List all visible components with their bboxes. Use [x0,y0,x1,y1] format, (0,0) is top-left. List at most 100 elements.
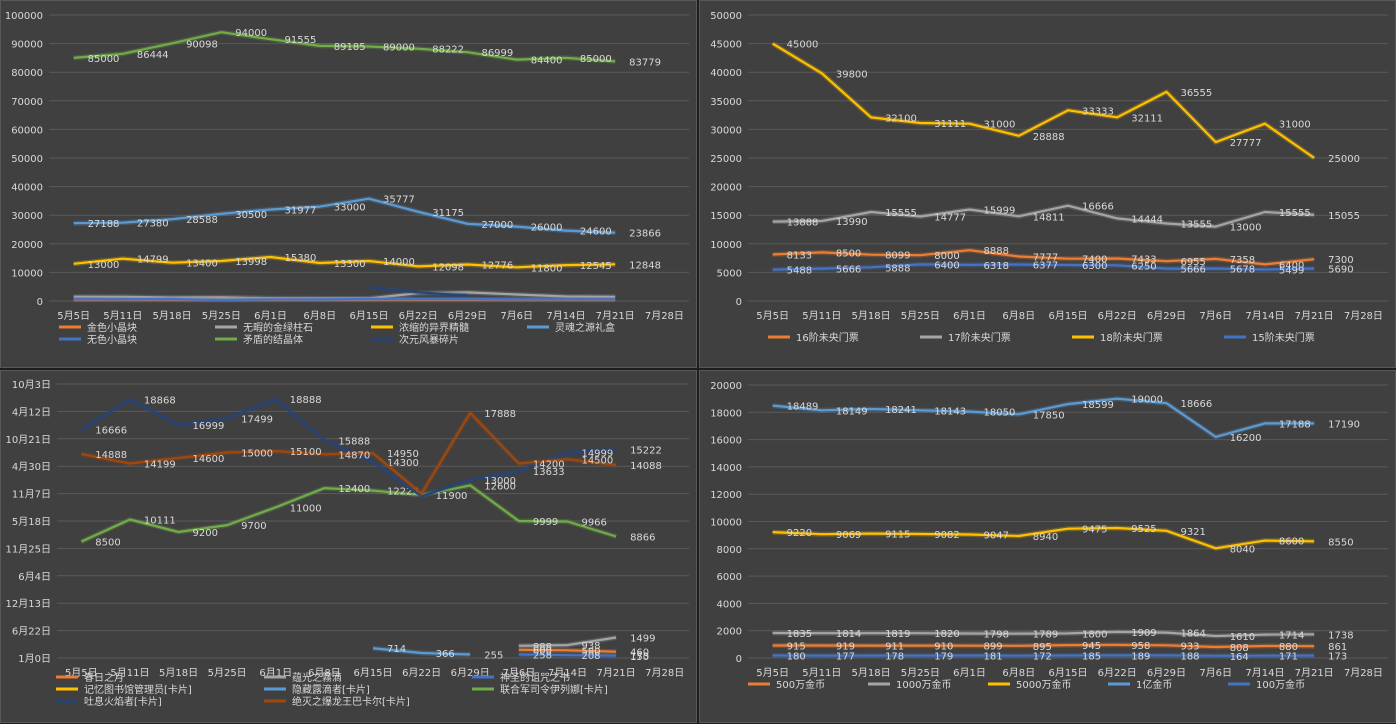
data-label: 8500 [836,248,861,259]
x-tick-label: 6月29日 [1147,310,1186,322]
data-label: 179 [934,652,953,663]
y-tick-label: 5月18日 [12,516,51,528]
data-label: 33333 [1082,106,1114,117]
y-tick-label: 16000 [710,436,742,447]
x-tick-label: 7月14日 [1245,310,1284,322]
data-label: 8940 [1033,532,1058,543]
data-label: 1789 [1033,630,1058,641]
data-label: 88222 [432,45,464,56]
data-label: 9082 [934,530,959,541]
legend-label: 蕴光之霧滴 [292,671,342,684]
legend-label: 记忆图书馆管理员[卡片] [84,683,192,696]
data-label: 31977 [285,206,317,217]
data-label: 23866 [629,229,661,240]
y-tick-label: 45000 [710,40,742,51]
data-label: 9321 [1180,527,1205,538]
data-label: 258 [533,650,552,661]
y-tick-label: 70000 [11,97,43,108]
x-tick-label: 7月28日 [1344,310,1383,322]
data-label: 164 [1230,652,1249,663]
data-label: 5666 [836,265,861,276]
data-label: 17850 [1033,410,1065,421]
data-label: 8866 [630,533,655,544]
data-label: 14870 [338,450,370,461]
legend-item: 17阶未央门票 [920,331,1011,344]
y-tick-label: 6月4日 [18,571,51,583]
data-label: 14000 [383,257,415,268]
legend-item: 500万金币 [748,678,825,691]
data-label: 180 [787,652,806,663]
x-tick-label: 6月22日 [399,310,438,322]
x-tick-label: 5月18日 [852,667,891,679]
legend-item: 18阶未央门票 [1072,331,1163,344]
y-tick-label: 10000 [11,268,43,279]
data-label: 5888 [885,263,910,274]
x-tick-label: 5月25日 [202,310,241,322]
x-tick-label: 6月15日 [353,667,392,679]
data-label: 1610 [1230,632,1255,643]
x-tick-label: 7月28日 [645,667,684,679]
data-label: 8040 [1230,544,1255,555]
x-tick-label: 7月6日 [1199,310,1232,322]
data-label: 12545 [580,261,612,272]
data-label: 27777 [1230,138,1262,149]
data-label: 18149 [836,406,868,417]
data-label: 8550 [1328,537,1353,548]
line-chart-materials: 0100002000030000400005000060000700008000… [1,1,698,369]
y-tick-label: 2000 [717,627,742,638]
y-tick-label: 50000 [11,154,43,165]
data-label: 15000 [241,449,273,460]
legend-item: 记忆图书馆管理员[卡片] [56,683,192,696]
data-label: 89000 [383,42,415,53]
data-label: 14950 [387,449,419,460]
data-label: 94000 [235,28,267,39]
y-tick-label: 11月25日 [6,543,51,555]
legend-label: 春日之月 [84,671,124,684]
data-label: 89185 [334,42,366,53]
x-tick-label: 6月1日 [254,310,287,322]
legend-item: 吐息火焰者[卡片] [56,695,162,708]
data-label: 13998 [235,257,267,268]
legend-label: 次元风暴碎片 [399,333,459,346]
data-label: 11900 [436,491,468,502]
legend-label: 矛盾的结晶体 [243,333,303,346]
x-tick-label: 6月8日 [1002,667,1035,679]
data-label: 14444 [1131,214,1163,225]
y-tick-label: 5000 [717,268,742,279]
legend-label: 18阶未央门票 [1100,331,1163,344]
y-tick-label: 15000 [710,211,742,222]
y-tick-label: 10000 [710,240,742,251]
data-label: 8888 [984,246,1009,257]
legend-item: 灵魂之源礼盒 [527,321,615,334]
legend-label: 灵魂之源礼盒 [555,321,615,334]
legend-label: 1000万金币 [896,678,951,691]
data-label: 16999 [193,421,225,432]
data-label: 24600 [580,227,612,238]
x-tick-label: 5月11日 [802,310,841,322]
data-label: 5488 [787,266,812,277]
legend-item: 绝灭之爆龙王巴卡尔[卡片] [264,695,410,708]
x-tick-label: 6月8日 [303,310,336,322]
data-label: 14811 [1033,212,1065,223]
y-tick-label: 0 [37,297,43,308]
legend-label: 100万金币 [1256,678,1305,691]
data-label: 945 [1082,641,1101,652]
data-label: 5690 [1328,264,1353,275]
data-label: 9525 [1131,524,1156,535]
y-tick-label: 20000 [710,381,742,392]
data-label: 9966 [581,517,606,528]
data-label: 35777 [383,195,415,206]
data-label: 8099 [885,251,910,262]
y-tick-label: 0 [736,654,742,665]
y-tick-label: 8000 [717,545,742,556]
legend-item: 无色小晶块 [59,333,137,346]
data-label: 6400 [934,260,959,271]
data-label: 189 [1131,651,1150,662]
y-tick-label: 12月13日 [6,598,51,610]
data-label: 31000 [984,120,1016,131]
legend-label: 浓缩的异界精髓 [399,321,469,334]
data-label: 15555 [1279,208,1311,219]
data-label: 255 [484,651,503,662]
data-label: 17888 [484,409,516,420]
